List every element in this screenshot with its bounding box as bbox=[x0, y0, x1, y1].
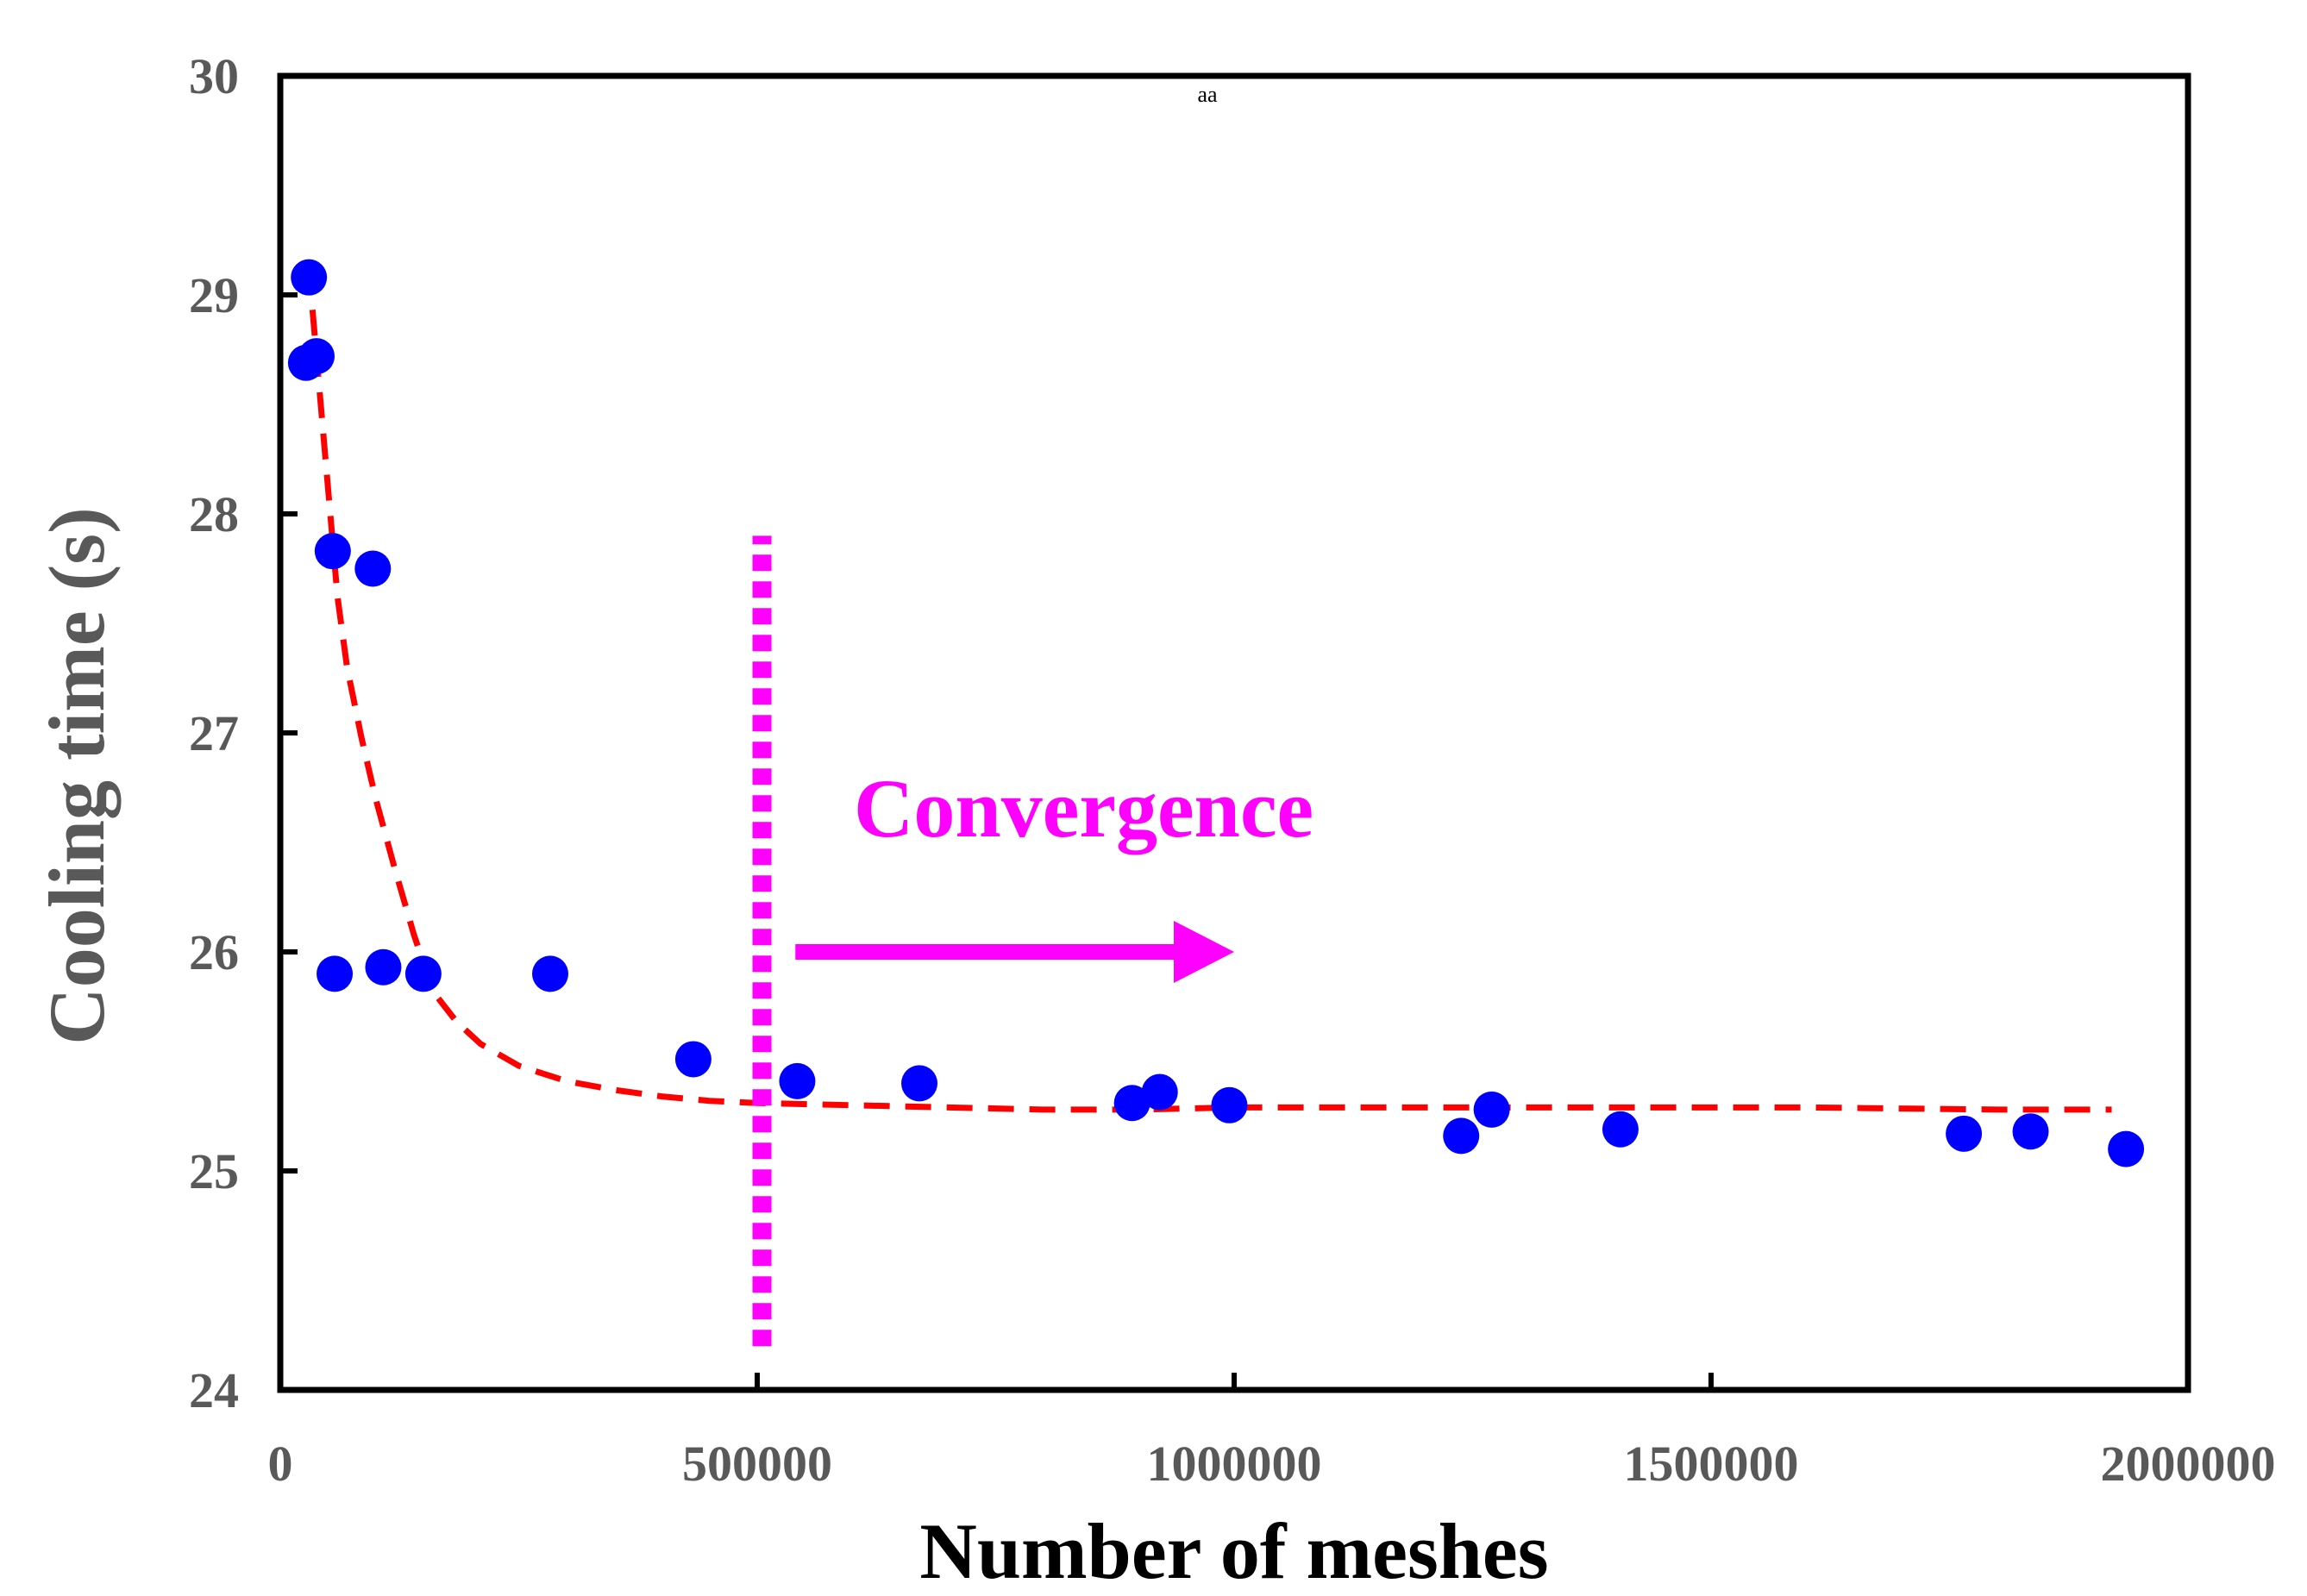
y-tick-label: 28 bbox=[189, 486, 239, 542]
data-point bbox=[1946, 1115, 1983, 1152]
y-tick-label: 26 bbox=[189, 924, 239, 980]
x-axis-title: Number of meshes bbox=[919, 1507, 1548, 1595]
data-point bbox=[531, 955, 568, 992]
x-tick-label: 1500000 bbox=[1624, 1436, 1799, 1492]
x-tick-label: 1000000 bbox=[1147, 1436, 1322, 1492]
y-tick-label: 25 bbox=[189, 1143, 239, 1199]
y-axis-title: Cooling time (s) bbox=[33, 507, 121, 1044]
data-point bbox=[317, 955, 354, 992]
data-point bbox=[314, 533, 351, 570]
scatter-points bbox=[287, 259, 2145, 1167]
fitted-trend-line bbox=[305, 268, 2112, 1113]
data-point bbox=[901, 1065, 938, 1102]
data-point bbox=[354, 550, 392, 587]
data-point bbox=[291, 259, 328, 296]
convergence-label: Convergence bbox=[854, 762, 1313, 854]
x-tick-label: 2000000 bbox=[2101, 1436, 2276, 1492]
plot-frame bbox=[277, 72, 2191, 1393]
y-tick-label: 24 bbox=[189, 1362, 239, 1418]
data-point bbox=[2108, 1130, 2145, 1167]
data-point bbox=[1443, 1117, 1480, 1155]
data-point bbox=[1141, 1073, 1178, 1111]
header-text: aa bbox=[1197, 82, 1218, 107]
data-point bbox=[298, 338, 335, 375]
data-point bbox=[404, 955, 442, 992]
x-tick-label: 500000 bbox=[682, 1436, 832, 1492]
x-tick-labels: 0 500000 1000000 1500000 2000000 bbox=[268, 1436, 2276, 1492]
convergence-arrow-head bbox=[1174, 921, 1234, 983]
axis-ticks bbox=[278, 73, 2191, 1393]
data-point bbox=[1473, 1091, 1510, 1128]
y-tick-label: 29 bbox=[189, 267, 239, 323]
data-point bbox=[365, 948, 402, 986]
data-point bbox=[674, 1041, 712, 1078]
y-tick-label: 27 bbox=[189, 705, 239, 761]
data-point bbox=[1211, 1086, 1248, 1123]
y-tick-labels: 24 25 26 27 28 29 30 bbox=[189, 48, 239, 1418]
data-point bbox=[1602, 1111, 1639, 1148]
y-tick-label: 30 bbox=[189, 48, 239, 104]
data-point bbox=[1113, 1085, 1150, 1122]
x-tick-label: 0 bbox=[268, 1436, 293, 1492]
data-point bbox=[2012, 1113, 2049, 1150]
data-point bbox=[779, 1062, 816, 1099]
